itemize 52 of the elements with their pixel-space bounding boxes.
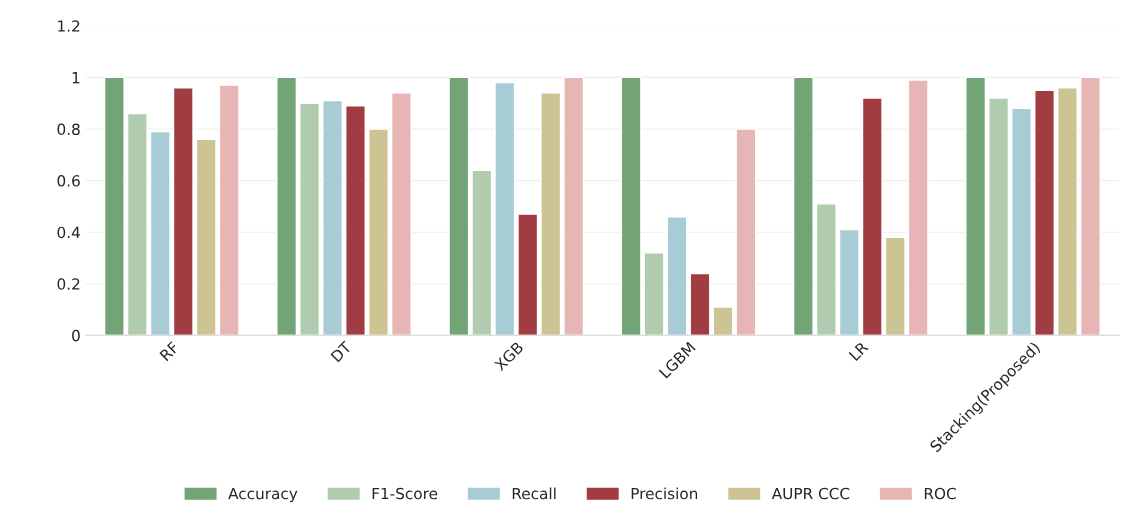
bar (792, 76, 814, 336)
bar (1011, 107, 1033, 336)
bar (103, 76, 125, 336)
bar (390, 92, 412, 336)
bar (988, 97, 1010, 336)
y-tick-label: 1.2 (58, 20, 80, 32)
legend-label: Accuracy (228, 487, 298, 503)
bar (712, 306, 734, 336)
bar (517, 213, 539, 336)
bar (815, 203, 837, 336)
bar (620, 76, 642, 336)
x-tick-label: DT (330, 340, 353, 363)
bar (345, 105, 366, 336)
bar (861, 97, 883, 336)
bar (689, 272, 711, 336)
legend-label: ROC (924, 487, 956, 500)
bar (666, 216, 688, 336)
bar (1034, 89, 1055, 336)
legend-label: Precision (631, 487, 698, 500)
legend-label: Recall (512, 487, 556, 500)
bar (149, 130, 171, 336)
y-tick-label: 0.6 (57, 175, 80, 187)
y-tick-label: 0.4 (57, 226, 80, 239)
bar (494, 81, 516, 336)
legend-label: F1-Score (372, 487, 438, 500)
y-tick-label: 0.8 (57, 123, 80, 136)
bar (907, 79, 929, 336)
y-tick-label: 1 (72, 72, 80, 84)
y-tick-label: 0.2 (57, 278, 80, 290)
bar (218, 84, 240, 336)
bar (1057, 87, 1078, 336)
bar (735, 128, 757, 336)
bar (884, 236, 906, 336)
bar (322, 99, 343, 336)
bar (368, 128, 389, 336)
x-tick-label: LR (848, 340, 869, 361)
bar (1079, 76, 1101, 336)
legend-label: AUPR CCC (771, 487, 850, 500)
y-tick-label: 0 (72, 329, 80, 342)
bar (643, 252, 665, 336)
bar (965, 76, 987, 336)
bar (195, 138, 217, 336)
bar (126, 112, 148, 336)
bar (276, 76, 298, 336)
bar (563, 76, 585, 336)
bar (172, 87, 194, 336)
bar (299, 102, 321, 336)
bar (540, 92, 562, 336)
bar (471, 169, 493, 336)
bar (838, 228, 860, 336)
bar (448, 76, 470, 336)
x-tick-label: RF (159, 341, 180, 362)
